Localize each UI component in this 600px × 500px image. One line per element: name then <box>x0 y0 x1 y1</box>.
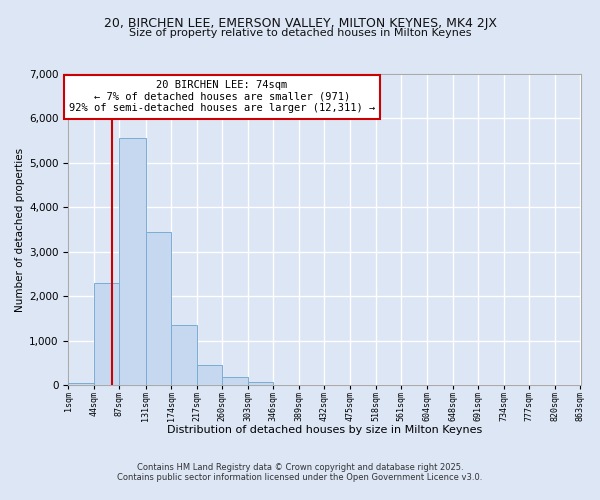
Bar <box>222 378 248 386</box>
Text: Size of property relative to detached houses in Milton Keynes: Size of property relative to detached ho… <box>129 28 471 38</box>
Bar <box>94 283 119 386</box>
Text: 20 BIRCHEN LEE: 74sqm
← 7% of detached houses are smaller (971)
92% of semi-deta: 20 BIRCHEN LEE: 74sqm ← 7% of detached h… <box>69 80 375 114</box>
Text: Contains HM Land Registry data © Crown copyright and database right 2025.: Contains HM Land Registry data © Crown c… <box>137 464 463 472</box>
Text: 20, BIRCHEN LEE, EMERSON VALLEY, MILTON KEYNES, MK4 2JX: 20, BIRCHEN LEE, EMERSON VALLEY, MILTON … <box>104 18 497 30</box>
Bar <box>119 138 146 386</box>
Bar <box>248 382 274 386</box>
Text: Contains public sector information licensed under the Open Government Licence v3: Contains public sector information licen… <box>118 474 482 482</box>
Bar <box>171 325 197 386</box>
Bar <box>68 382 94 386</box>
X-axis label: Distribution of detached houses by size in Milton Keynes: Distribution of detached houses by size … <box>167 425 482 435</box>
Y-axis label: Number of detached properties: Number of detached properties <box>15 148 25 312</box>
Bar <box>197 366 222 386</box>
Bar <box>146 232 171 386</box>
